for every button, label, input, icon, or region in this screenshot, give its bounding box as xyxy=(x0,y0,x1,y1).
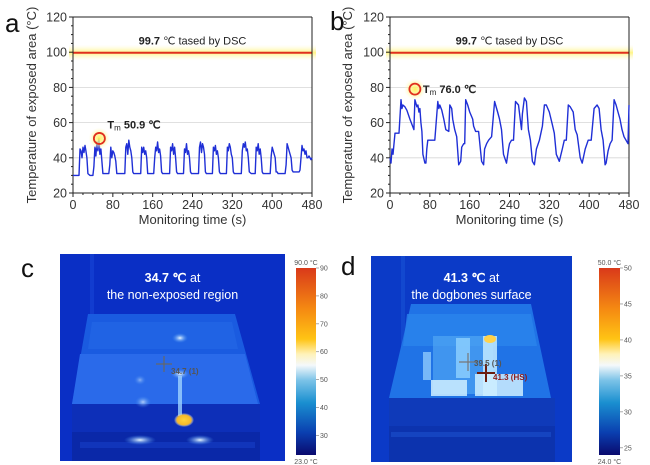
colorbar-min-label: 24.0 °C xyxy=(598,458,621,465)
marker-label-d-hs: 41.3 (HS) xyxy=(493,373,528,382)
colorbar-tick-label: 35 xyxy=(624,373,632,380)
charts-svg: 99.7 ℃ tased by DSC 20 40 60 80 100 120 0 80 160 2… xyxy=(24,7,639,227)
peak-glow xyxy=(88,127,111,150)
x-tick-label: 320 xyxy=(539,198,560,212)
thermal-caption-d-suffix: at xyxy=(485,271,500,285)
reference-line-label: 99.7 ℃ tased by DSC xyxy=(139,36,247,48)
colorbar-max-label: 50.0 °C xyxy=(598,259,621,267)
peak-glow xyxy=(403,78,426,101)
colorbar-tick-label: 40 xyxy=(624,337,632,344)
colorbar-tick-label: 30 xyxy=(624,409,632,416)
thermal-scene-d xyxy=(371,256,572,462)
peak-label-prefix: T xyxy=(423,84,430,96)
peak-label-prefix: T xyxy=(107,119,114,131)
y-tick-label: 20 xyxy=(370,187,384,201)
x-tick-label: 400 xyxy=(262,198,283,212)
x-tick-label: 160 xyxy=(142,198,163,212)
reference-text: ℃ tased by DSC xyxy=(160,36,246,48)
y-tick-label: 100 xyxy=(363,46,384,60)
x-tick-label: 480 xyxy=(302,198,323,212)
peak-label: Tm 76.0 ℃ xyxy=(423,84,476,97)
peak-label-sub: m xyxy=(114,123,121,132)
marker-label-c-1: 34.7 (1) xyxy=(171,367,199,376)
chart-a: 99.7 ℃ tased by DSC 20 40 60 80 100 120 0 80 160 2… xyxy=(24,7,322,227)
y-axis-title: Temperature of exposed area (°C) xyxy=(24,7,39,204)
thermal-caption-c: 34.7 ℃ at the non-exposed region xyxy=(60,270,285,304)
colorbar-tick-label: 45 xyxy=(624,301,632,308)
reference-text: ℃ tased by DSC xyxy=(477,36,563,48)
colorbar-c-gradient xyxy=(296,268,316,455)
colorbar-tick-label: 40 xyxy=(320,405,328,412)
crosshair-icon xyxy=(156,356,172,372)
x-axis-title: Monitoring time (s) xyxy=(139,212,247,227)
y-tick-label: 60 xyxy=(370,116,384,130)
reference-value: 99.7 xyxy=(139,36,160,48)
colorbar-d-gradient xyxy=(599,268,620,455)
colorbar-tick-label: 25 xyxy=(624,445,632,452)
marker-label-d-1: 39.5 (1) xyxy=(474,359,502,368)
peak-label: Tm 50.9 ℃ xyxy=(107,119,160,132)
x-axis-title: Monitoring time (s) xyxy=(456,212,564,227)
colorbar-max-label: 90.0 °C xyxy=(294,259,317,267)
y-tick-label: 20 xyxy=(53,187,67,201)
colorbar-min-label: 23.0 °C xyxy=(294,458,317,465)
reference-value: 99.7 xyxy=(456,36,477,48)
colorbar-tick-label: 80 xyxy=(320,293,328,300)
y-tick-label: 100 xyxy=(46,46,67,60)
x-tick-label: 240 xyxy=(499,198,520,212)
y-axis-title: Temperature of exposed area (°C) xyxy=(340,7,355,204)
x-tick-label: 0 xyxy=(387,198,394,212)
y-tick-label: 40 xyxy=(370,151,384,165)
x-tick-label: 0 xyxy=(70,198,77,212)
peak-label-value: 76.0 ℃ xyxy=(436,84,476,96)
reference-line-label: 99.7 ℃ tased by DSC xyxy=(456,36,564,48)
thermal-caption-d-value: 41.3 ℃ xyxy=(443,271,486,285)
colorbar-tick-label: 60 xyxy=(320,349,328,356)
panel-label-a: a xyxy=(5,8,20,38)
chart-b: 99.7 ℃ tased by DSC 20 40 60 80 100 120 0 80 160 2… xyxy=(340,7,639,227)
thermal-caption-c-line2: the non-exposed region xyxy=(106,288,239,302)
thermal-caption-c-suffix: at xyxy=(186,271,201,285)
y-tick-label: 80 xyxy=(370,81,384,95)
colorbar-tick-label: 90 xyxy=(320,266,328,273)
colorbar-tick-label: 70 xyxy=(320,321,328,328)
panel-label-c: c xyxy=(21,253,34,283)
panel-label-b: b xyxy=(330,6,345,36)
x-tick-label: 80 xyxy=(106,198,120,212)
y-tick-label: 60 xyxy=(53,116,67,130)
thermal-image-d: 41.3 ℃ at the dogbones surface 39.5 (1) … xyxy=(371,256,572,462)
series-line xyxy=(73,137,313,177)
x-tick-label: 480 xyxy=(619,198,640,212)
colorbar-tick-label: 50 xyxy=(624,266,632,273)
thermal-caption-d-line2: the dogbones surface xyxy=(411,288,532,302)
x-tick-label: 320 xyxy=(222,198,243,212)
peak-label-value: 50.9 ℃ xyxy=(121,119,161,131)
crosshair-icon xyxy=(459,353,477,371)
x-tick-label: 80 xyxy=(423,198,437,212)
panel-label-d: d xyxy=(341,251,356,281)
peak-label-sub: m xyxy=(430,88,437,97)
thermal-image-c: 34.7 ℃ at the non-exposed region 34.7 (1… xyxy=(60,254,285,461)
y-tick-label: 120 xyxy=(363,11,384,25)
x-tick-label: 400 xyxy=(579,198,600,212)
hotspot-crosshair-icon xyxy=(477,364,495,382)
y-tick-label: 120 xyxy=(46,11,67,25)
peak-marker xyxy=(408,82,422,96)
colorbar-tick-label: 50 xyxy=(320,377,328,384)
thermal-caption-d: 41.3 ℃ at the dogbones surface xyxy=(371,270,572,304)
x-tick-label: 160 xyxy=(459,198,480,212)
series-line xyxy=(389,97,630,166)
colorbar-tick-label: 30 xyxy=(320,433,328,440)
y-tick-label: 80 xyxy=(53,81,67,95)
x-tick-label: 240 xyxy=(182,198,203,212)
y-tick-label: 40 xyxy=(53,151,67,165)
thermal-scene-c xyxy=(60,254,285,461)
peak-marker xyxy=(92,132,106,145)
thermal-caption-c-value: 34.7 ℃ xyxy=(144,271,187,285)
